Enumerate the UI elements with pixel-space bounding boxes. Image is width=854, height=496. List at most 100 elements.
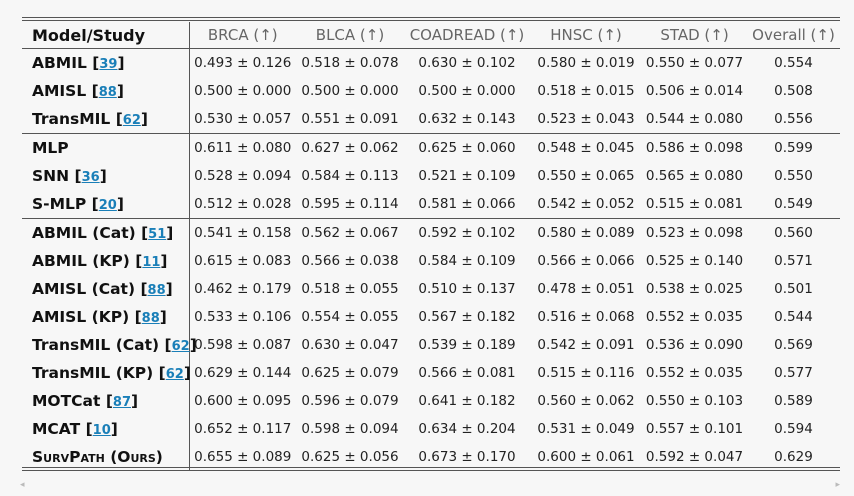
score-cell: 0.625 ± 0.060: [418, 140, 516, 156]
table-row: MOTCat [87] 0.600 ± 0.095 0.596 ± 0.079 0.6…: [22, 387, 840, 415]
header-col: STAD (↑): [642, 22, 747, 49]
score-cell: 0.523 ± 0.098: [645, 225, 744, 241]
scroll-right-icon[interactable]: ▸: [835, 480, 840, 490]
score-cell: 0.544 ± 0.080: [642, 105, 747, 134]
model-name-cell: SNN [36]: [22, 162, 190, 190]
score-cell: 0.541 ± 0.158: [194, 225, 292, 241]
score-cell: 0.551 ± 0.091: [296, 105, 404, 134]
score-cell: 0.580 ± 0.019: [537, 55, 635, 71]
citation-link[interactable]: 62: [171, 339, 190, 354]
citation-link[interactable]: 20: [98, 198, 117, 213]
model-name-cell: AMISL [88]: [22, 77, 190, 105]
citation-link[interactable]: 62: [165, 367, 184, 382]
score-cell: 0.615 ± 0.083: [194, 253, 292, 269]
model-name-cell: ABMIL [39]: [22, 48, 190, 77]
overall-cell: 0.599: [774, 140, 813, 156]
scroll-left-icon[interactable]: ◂: [20, 480, 25, 490]
score-cell: 0.625 ± 0.079: [301, 365, 399, 381]
score-cell: 0.506 ± 0.014: [645, 83, 744, 99]
table-row: TransMIL (Cat) [62] 0.598 ± 0.087 0.630 ± …: [22, 331, 840, 359]
score-cell: 0.580 ± 0.089: [537, 225, 635, 241]
score-cell: 0.592 ± 0.047: [645, 449, 744, 465]
citation-link[interactable]: 36: [81, 170, 100, 185]
citation-link[interactable]: 87: [112, 395, 131, 410]
table-bottom-rule-2: [22, 470, 840, 471]
score-cell: 0.596 ± 0.079: [301, 393, 399, 409]
overall-cell: 0.577: [774, 365, 813, 381]
table-row: ABMIL (Cat) [51] 0.541 ± 0.158 0.562 ± 0.0…: [22, 218, 840, 247]
score-cell: 0.598 ± 0.087: [194, 337, 292, 353]
score-cell: 0.592 ± 0.102: [418, 225, 516, 241]
model-name: MLP: [32, 139, 69, 157]
citation-link[interactable]: 39: [99, 57, 118, 72]
score-cell: 0.550 ± 0.077: [645, 55, 744, 71]
header-model: Model/Study: [22, 22, 190, 49]
model-name-cell: SurvPath (Ours): [22, 443, 190, 471]
table-row: ABMIL [39] 0.493 ± 0.126 0.518 ± 0.078 0.63…: [22, 48, 840, 77]
score-cell: 0.518 ± 0.055: [301, 281, 399, 297]
score-cell: 0.641 ± 0.182: [418, 393, 516, 409]
score-cell: 0.586 ± 0.098: [645, 140, 744, 156]
overall-cell: 0.549: [747, 190, 840, 219]
score-cell: 0.627 ± 0.062: [301, 140, 399, 156]
score-cell: 0.567 ± 0.182: [418, 309, 516, 325]
header-col: BLCA (↑): [296, 22, 404, 49]
model-name-cell: S-MLP [20]: [22, 190, 190, 219]
model-name: ABMIL (Cat): [32, 224, 136, 242]
overall-cell: 0.594: [774, 421, 813, 437]
citation-link[interactable]: 88: [98, 85, 117, 100]
table-row: AMISL (Cat) [88] 0.462 ± 0.179 0.518 ± 0.0…: [22, 275, 840, 303]
score-cell: 0.510 ± 0.137: [418, 281, 516, 297]
model-name-cell: MOTCat [87]: [22, 387, 190, 415]
citation-link[interactable]: 10: [92, 423, 111, 438]
header-row: Model/Study BRCA (↑) BLCA (↑) COADREAD (…: [22, 22, 840, 49]
score-cell: 0.584 ± 0.109: [418, 253, 516, 269]
score-cell: 0.600 ± 0.095: [194, 393, 292, 409]
model-name: ABMIL: [32, 54, 87, 72]
score-cell: 0.493 ± 0.126: [194, 55, 292, 71]
horizontal-scrollbar[interactable]: ◂ ▸: [0, 476, 854, 496]
model-name: TransMIL (Cat): [32, 336, 160, 354]
table-top-rule-2: [22, 20, 840, 21]
table-row: AMISL (KP) [88] 0.533 ± 0.106 0.554 ± 0.05…: [22, 303, 840, 331]
model-name: AMISL (KP): [32, 308, 130, 326]
model-name-cell: ABMIL (KP) [11]: [22, 247, 190, 275]
score-cell: 0.655 ± 0.089: [194, 449, 292, 465]
citation-link[interactable]: 51: [148, 227, 167, 242]
overall-cell: 0.629: [774, 449, 813, 465]
score-cell: 0.565 ± 0.080: [645, 168, 744, 184]
score-cell: 0.536 ± 0.090: [645, 337, 744, 353]
score-cell: 0.600 ± 0.061: [537, 449, 635, 465]
score-cell: 0.518 ± 0.015: [537, 83, 635, 99]
overall-cell: 0.550: [774, 168, 813, 184]
score-cell: 0.552 ± 0.035: [645, 365, 744, 381]
model-name: S-MLP: [32, 195, 87, 213]
overall-cell: 0.589: [774, 393, 813, 409]
table-row: AMISL [88] 0.500 ± 0.000 0.500 ± 0.000 0.50…: [22, 77, 840, 105]
citation-link[interactable]: 11: [142, 255, 161, 270]
score-cell: 0.557 ± 0.101: [645, 421, 744, 437]
score-cell: 0.528 ± 0.094: [194, 168, 292, 184]
citation-link[interactable]: 62: [122, 113, 141, 128]
model-name: TransMIL (KP): [32, 364, 154, 382]
citation-link[interactable]: 88: [141, 311, 160, 326]
score-cell: 0.525 ± 0.140: [645, 253, 744, 269]
score-cell: 0.548 ± 0.045: [537, 140, 635, 156]
score-cell: 0.539 ± 0.189: [418, 337, 516, 353]
header-col: BRCA (↑): [189, 22, 296, 49]
table-row: MLP 0.611 ± 0.080 0.627 ± 0.062 0.625 ± 0.0…: [22, 133, 840, 162]
score-cell: 0.566 ± 0.066: [537, 253, 635, 269]
model-name-cell: TransMIL [62]: [22, 105, 190, 134]
score-cell: 0.552 ± 0.035: [645, 309, 744, 325]
model-name-cell: AMISL (Cat) [88]: [22, 275, 190, 303]
model-name-cell: TransMIL (KP) [62]: [22, 359, 191, 387]
score-cell: 0.630 ± 0.047: [301, 337, 399, 353]
score-cell: 0.652 ± 0.117: [194, 421, 292, 437]
score-cell: 0.538 ± 0.025: [645, 281, 744, 297]
score-cell: 0.478 ± 0.051: [537, 281, 635, 297]
model-name: SNN: [32, 167, 70, 185]
citation-link[interactable]: 88: [147, 283, 166, 298]
score-cell: 0.566 ± 0.081: [418, 365, 516, 381]
overall-cell: 0.554: [774, 55, 813, 71]
score-cell: 0.521 ± 0.109: [418, 168, 516, 184]
